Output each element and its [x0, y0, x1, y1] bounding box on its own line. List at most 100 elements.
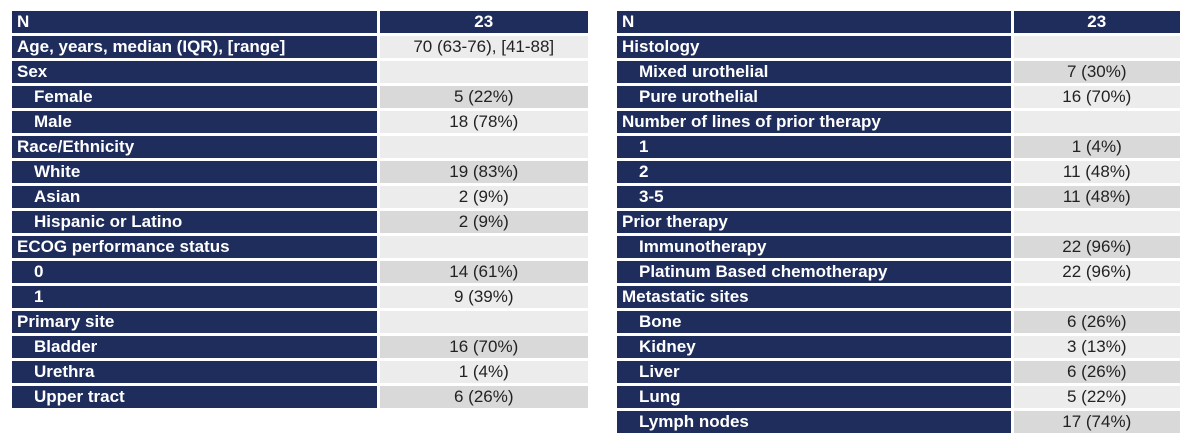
row-label: Lung — [617, 384, 1014, 411]
table-row: Upper tract 6 (26%) — [12, 384, 588, 411]
table-row: Bone 6 (26%) — [617, 309, 1180, 336]
category-label: Age, years, median (IQR), [range] — [12, 34, 380, 61]
table-row: 3-5 11 (48%) — [617, 184, 1180, 211]
row-label: 1 — [12, 284, 380, 311]
row-value: 18 (78%) — [378, 109, 588, 136]
row-value: 14 (61%) — [378, 259, 588, 286]
row-label: Immunotherapy — [617, 234, 1014, 261]
category-label: Metastatic sites — [617, 284, 1014, 311]
row-value: 16 (70%) — [378, 334, 588, 361]
row-label: Hispanic or Latino — [12, 209, 380, 236]
category-value — [1012, 109, 1180, 136]
row-value: 7 (30%) — [1012, 59, 1180, 86]
category-label: Number of lines of prior therapy — [617, 109, 1014, 136]
row-value: 19 (83%) — [378, 159, 588, 186]
row-label: 3-5 — [617, 184, 1014, 211]
table-header-row: N 23 — [617, 11, 1180, 36]
table-row: Hispanic or Latino 2 (9%) — [12, 209, 588, 236]
row-label: Bone — [617, 309, 1014, 336]
table-header-row: N 23 — [12, 11, 588, 36]
category-label: Primary site — [12, 309, 380, 336]
baseline-characteristics-table-left: N 23 Age, years, median (IQR), [range] 70… — [12, 11, 588, 411]
header-label: N — [617, 11, 1014, 36]
row-value: 3 (13%) — [1012, 334, 1180, 361]
category-row: Primary site — [12, 309, 588, 336]
category-row: Number of lines of prior therapy — [617, 109, 1180, 136]
category-label: Histology — [617, 34, 1014, 61]
row-label: Urethra — [12, 359, 380, 386]
row-label: Lymph nodes — [617, 409, 1014, 436]
row-label: White — [12, 159, 380, 186]
table-row: 2 11 (48%) — [617, 159, 1180, 186]
table-row: Immunotherapy 22 (96%) — [617, 234, 1180, 261]
row-label: Kidney — [617, 334, 1014, 361]
category-row: ECOG performance status — [12, 234, 588, 261]
category-row: Prior therapy — [617, 209, 1180, 236]
row-label: Pure urothelial — [617, 84, 1014, 111]
category-value — [378, 59, 588, 86]
category-row: Histology — [617, 34, 1180, 61]
table-row: 0 14 (61%) — [12, 259, 588, 286]
table-row: Female 5 (22%) — [12, 84, 588, 111]
row-label: 2 — [617, 159, 1014, 186]
category-value — [1012, 34, 1180, 61]
row-value: 2 (9%) — [378, 209, 588, 236]
row-label: Liver — [617, 359, 1014, 386]
row-value: 5 (22%) — [1012, 384, 1180, 411]
table-row: Asian 2 (9%) — [12, 184, 588, 211]
table-row: Platinum Based chemotherapy 22 (96%) — [617, 259, 1180, 286]
row-label: Mixed urothelial — [617, 59, 1014, 86]
category-value — [1012, 284, 1180, 311]
header-value: 23 — [378, 11, 588, 36]
category-label: Race/Ethnicity — [12, 134, 380, 161]
row-label: Female — [12, 84, 380, 111]
category-row: Age, years, median (IQR), [range] 70 (63-… — [12, 34, 588, 61]
row-label: Asian — [12, 184, 380, 211]
table-row: Urethra 1 (4%) — [12, 359, 588, 386]
row-value: 9 (39%) — [378, 284, 588, 311]
category-value — [378, 234, 588, 261]
category-value — [378, 134, 588, 161]
category-row: Sex — [12, 59, 588, 86]
row-label: 0 — [12, 259, 380, 286]
row-value: 2 (9%) — [378, 184, 588, 211]
row-label: Upper tract — [12, 384, 380, 411]
header-label: N — [12, 11, 380, 36]
row-label: Male — [12, 109, 380, 136]
category-value — [1012, 209, 1180, 236]
table-row: Pure urothelial 16 (70%) — [617, 84, 1180, 111]
category-value — [378, 309, 588, 336]
table-row: Bladder 16 (70%) — [12, 334, 588, 361]
row-value: 6 (26%) — [1012, 359, 1180, 386]
category-row: Metastatic sites — [617, 284, 1180, 311]
table-row: White 19 (83%) — [12, 159, 588, 186]
row-value: 6 (26%) — [378, 384, 588, 411]
row-value: 1 (4%) — [1012, 134, 1180, 161]
table-row: Kidney 3 (13%) — [617, 334, 1180, 361]
table-row: Mixed urothelial 7 (30%) — [617, 59, 1180, 86]
row-label: Platinum Based chemotherapy — [617, 259, 1014, 286]
row-value: 11 (48%) — [1012, 159, 1180, 186]
header-value: 23 — [1012, 11, 1180, 36]
category-label: ECOG performance status — [12, 234, 380, 261]
baseline-characteristics-table-right: N 23 Histology Mixed urothelial 7 (30%) Pur… — [617, 11, 1180, 436]
row-label: 1 — [617, 134, 1014, 161]
row-value: 11 (48%) — [1012, 184, 1180, 211]
category-value: 70 (63-76), [41-88] — [378, 34, 588, 61]
table-row: Liver 6 (26%) — [617, 359, 1180, 386]
row-value: 1 (4%) — [378, 359, 588, 386]
table-row: Lung 5 (22%) — [617, 384, 1180, 411]
category-row: Race/Ethnicity — [12, 134, 588, 161]
category-label: Prior therapy — [617, 209, 1014, 236]
row-label: Bladder — [12, 334, 380, 361]
row-value: 22 (96%) — [1012, 234, 1180, 261]
table-row: Male 18 (78%) — [12, 109, 588, 136]
row-value: 22 (96%) — [1012, 259, 1180, 286]
category-label: Sex — [12, 59, 380, 86]
row-value: 6 (26%) — [1012, 309, 1180, 336]
row-value: 17 (74%) — [1012, 409, 1180, 436]
table-row: Lymph nodes 17 (74%) — [617, 409, 1180, 436]
table-body: N 23 Age, years, median (IQR), [range] 70… — [12, 11, 588, 411]
